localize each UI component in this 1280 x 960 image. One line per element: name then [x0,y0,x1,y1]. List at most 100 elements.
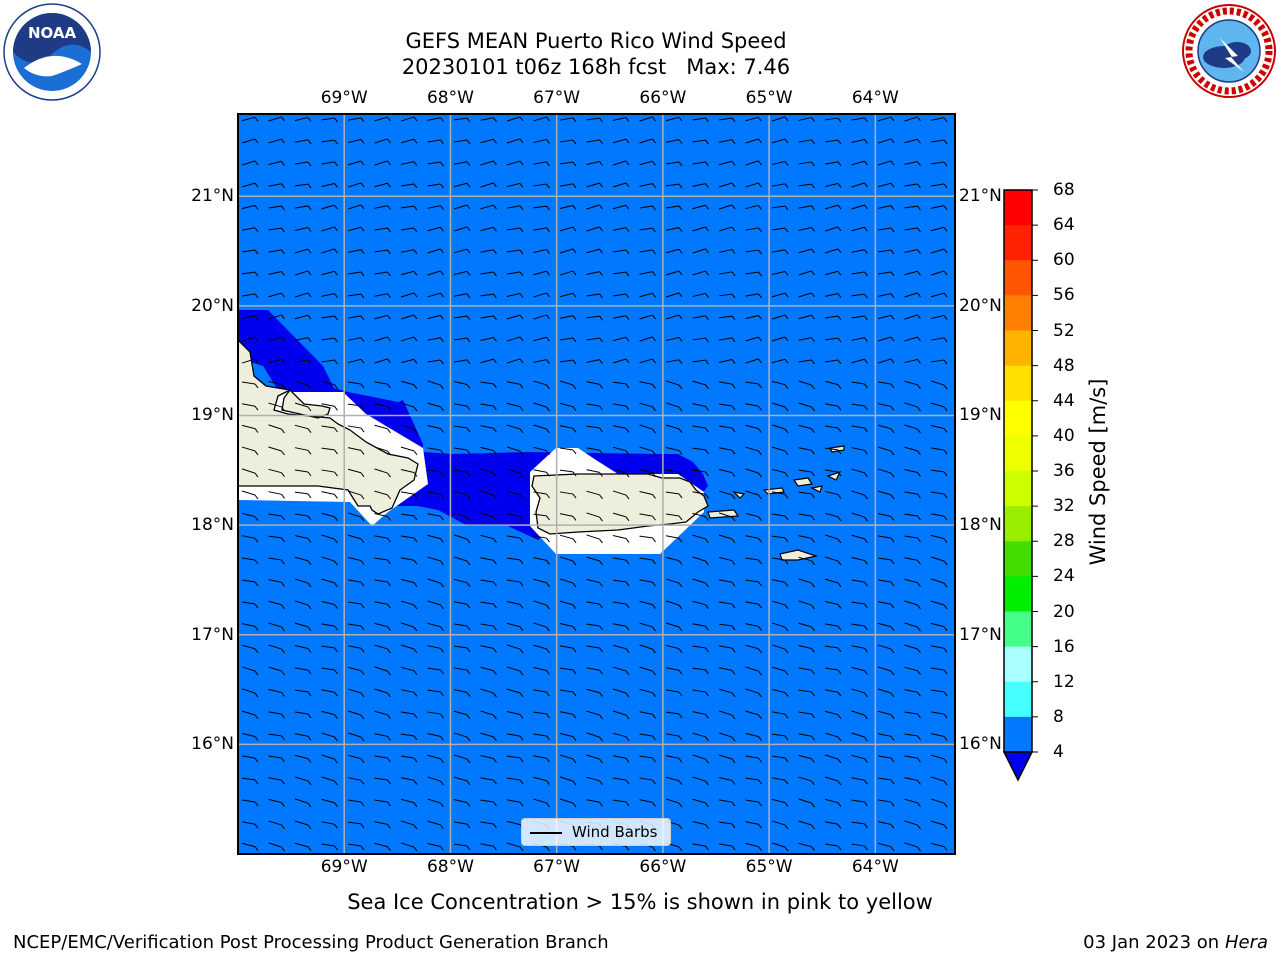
wind-barb [506,777,521,781]
wind-barb [480,843,494,847]
wind-barb [745,424,759,430]
wind-barb-tick [731,670,736,675]
wind-barb-tick [890,603,895,609]
wind-barb-tick [360,182,365,188]
wind-barb [904,183,918,187]
wind-barb-tick [281,205,285,211]
wind-barb [321,469,335,473]
wind-barb [745,490,759,496]
wind-barb-tick [307,515,312,521]
wind-barb [639,711,653,715]
wind-barb [718,601,733,605]
colorbar-segment [1004,471,1032,507]
wind-barb [294,667,309,671]
wind-barb [586,776,600,782]
wind-barb-tick [307,846,312,852]
wind-barb-tick [625,472,630,478]
wind-barb [612,381,627,385]
wind-barb [268,468,282,474]
wind-barb-tick [334,161,338,167]
wind-barb-tick [652,779,656,785]
wind-barb [241,336,256,342]
wind-barb [559,402,574,408]
wind-barb-tick [572,846,577,851]
sea-ice-caption: Sea Ice Concentration > 15% is shown in … [347,890,933,914]
wind-barb-tick [493,801,497,807]
wind-barb [559,204,574,210]
wind-barb [374,249,388,253]
wind-barb-tick [917,713,921,719]
wind-barb [559,491,574,495]
wind-barb [745,821,759,825]
wind-barb-tick [281,582,285,587]
wind-barb [321,776,335,782]
wind-barb [427,139,441,143]
wind-barb-tick [678,515,683,521]
wind-barb [321,117,335,121]
wind-barb-tick [254,116,259,122]
wind-barb [877,842,892,848]
wind-barb [904,424,918,430]
wind-barb-tick [784,271,789,276]
wind-barb-tick [837,226,842,232]
wind-barb-tick [943,449,948,455]
wind-barb-tick [493,450,497,455]
wind-barb-tick [890,271,895,277]
wind-barb [798,842,812,848]
wind-barb-tick [864,315,868,321]
wind-barb [400,755,415,759]
wind-barb [321,447,335,451]
wind-barb [612,160,627,166]
wind-barb [506,820,521,826]
wind-barb-tick [652,581,656,587]
wind-barb-tick [652,138,656,144]
wind-barb-tick [837,139,842,145]
wind-barb-tick [837,449,842,455]
wind-barb-tick [784,314,789,320]
wind-barb-tick [837,625,842,631]
wind-barb-tick [334,337,338,343]
wind-barb-tick [758,692,762,698]
lat-tick-label-left: 20°N [191,295,234,316]
wind-barb-tick [387,516,391,521]
wind-barb [400,358,415,364]
wind-barb-tick [254,823,259,829]
wind-barb-tick [440,270,444,276]
wind-barb-tick [652,314,656,320]
wind-barb [877,688,892,694]
wind-barb-tick [493,714,497,720]
wind-barb [559,798,574,804]
colorbar-segment [1004,190,1032,226]
wind-barb [453,337,468,341]
wind-barb-tick [254,801,259,807]
wind-barb [400,292,415,298]
wind-barb-tick [917,227,921,233]
wind-barb-tick [811,428,815,433]
wind-barb [374,644,388,650]
wind-barb [374,490,388,496]
wind-barb-tick [758,336,762,342]
wind-barb [374,424,388,430]
wind-barb-tick [811,161,815,167]
wind-barb-tick [546,537,550,543]
wind-barb [294,578,309,584]
wind-barb-tick [466,384,471,389]
wind-barb [400,777,415,781]
wind-barb-tick [519,314,524,320]
wind-barb-tick [917,270,921,276]
wind-barb-tick [758,450,762,456]
wind-barb [745,446,759,452]
wind-barb [533,644,547,650]
wind-barb [692,117,706,121]
legend-label: Wind Barbs [572,823,658,841]
wind-barb [877,116,892,122]
wind-barb [241,381,256,385]
wind-barb-tick [784,670,789,676]
wind-barb-tick [413,757,418,763]
wind-barb [427,754,441,760]
wind-barb-tick [864,204,868,210]
wind-barb [506,160,521,166]
wind-barb-tick [519,428,524,434]
wind-barb [294,359,309,363]
wind-barb-tick [572,780,577,786]
